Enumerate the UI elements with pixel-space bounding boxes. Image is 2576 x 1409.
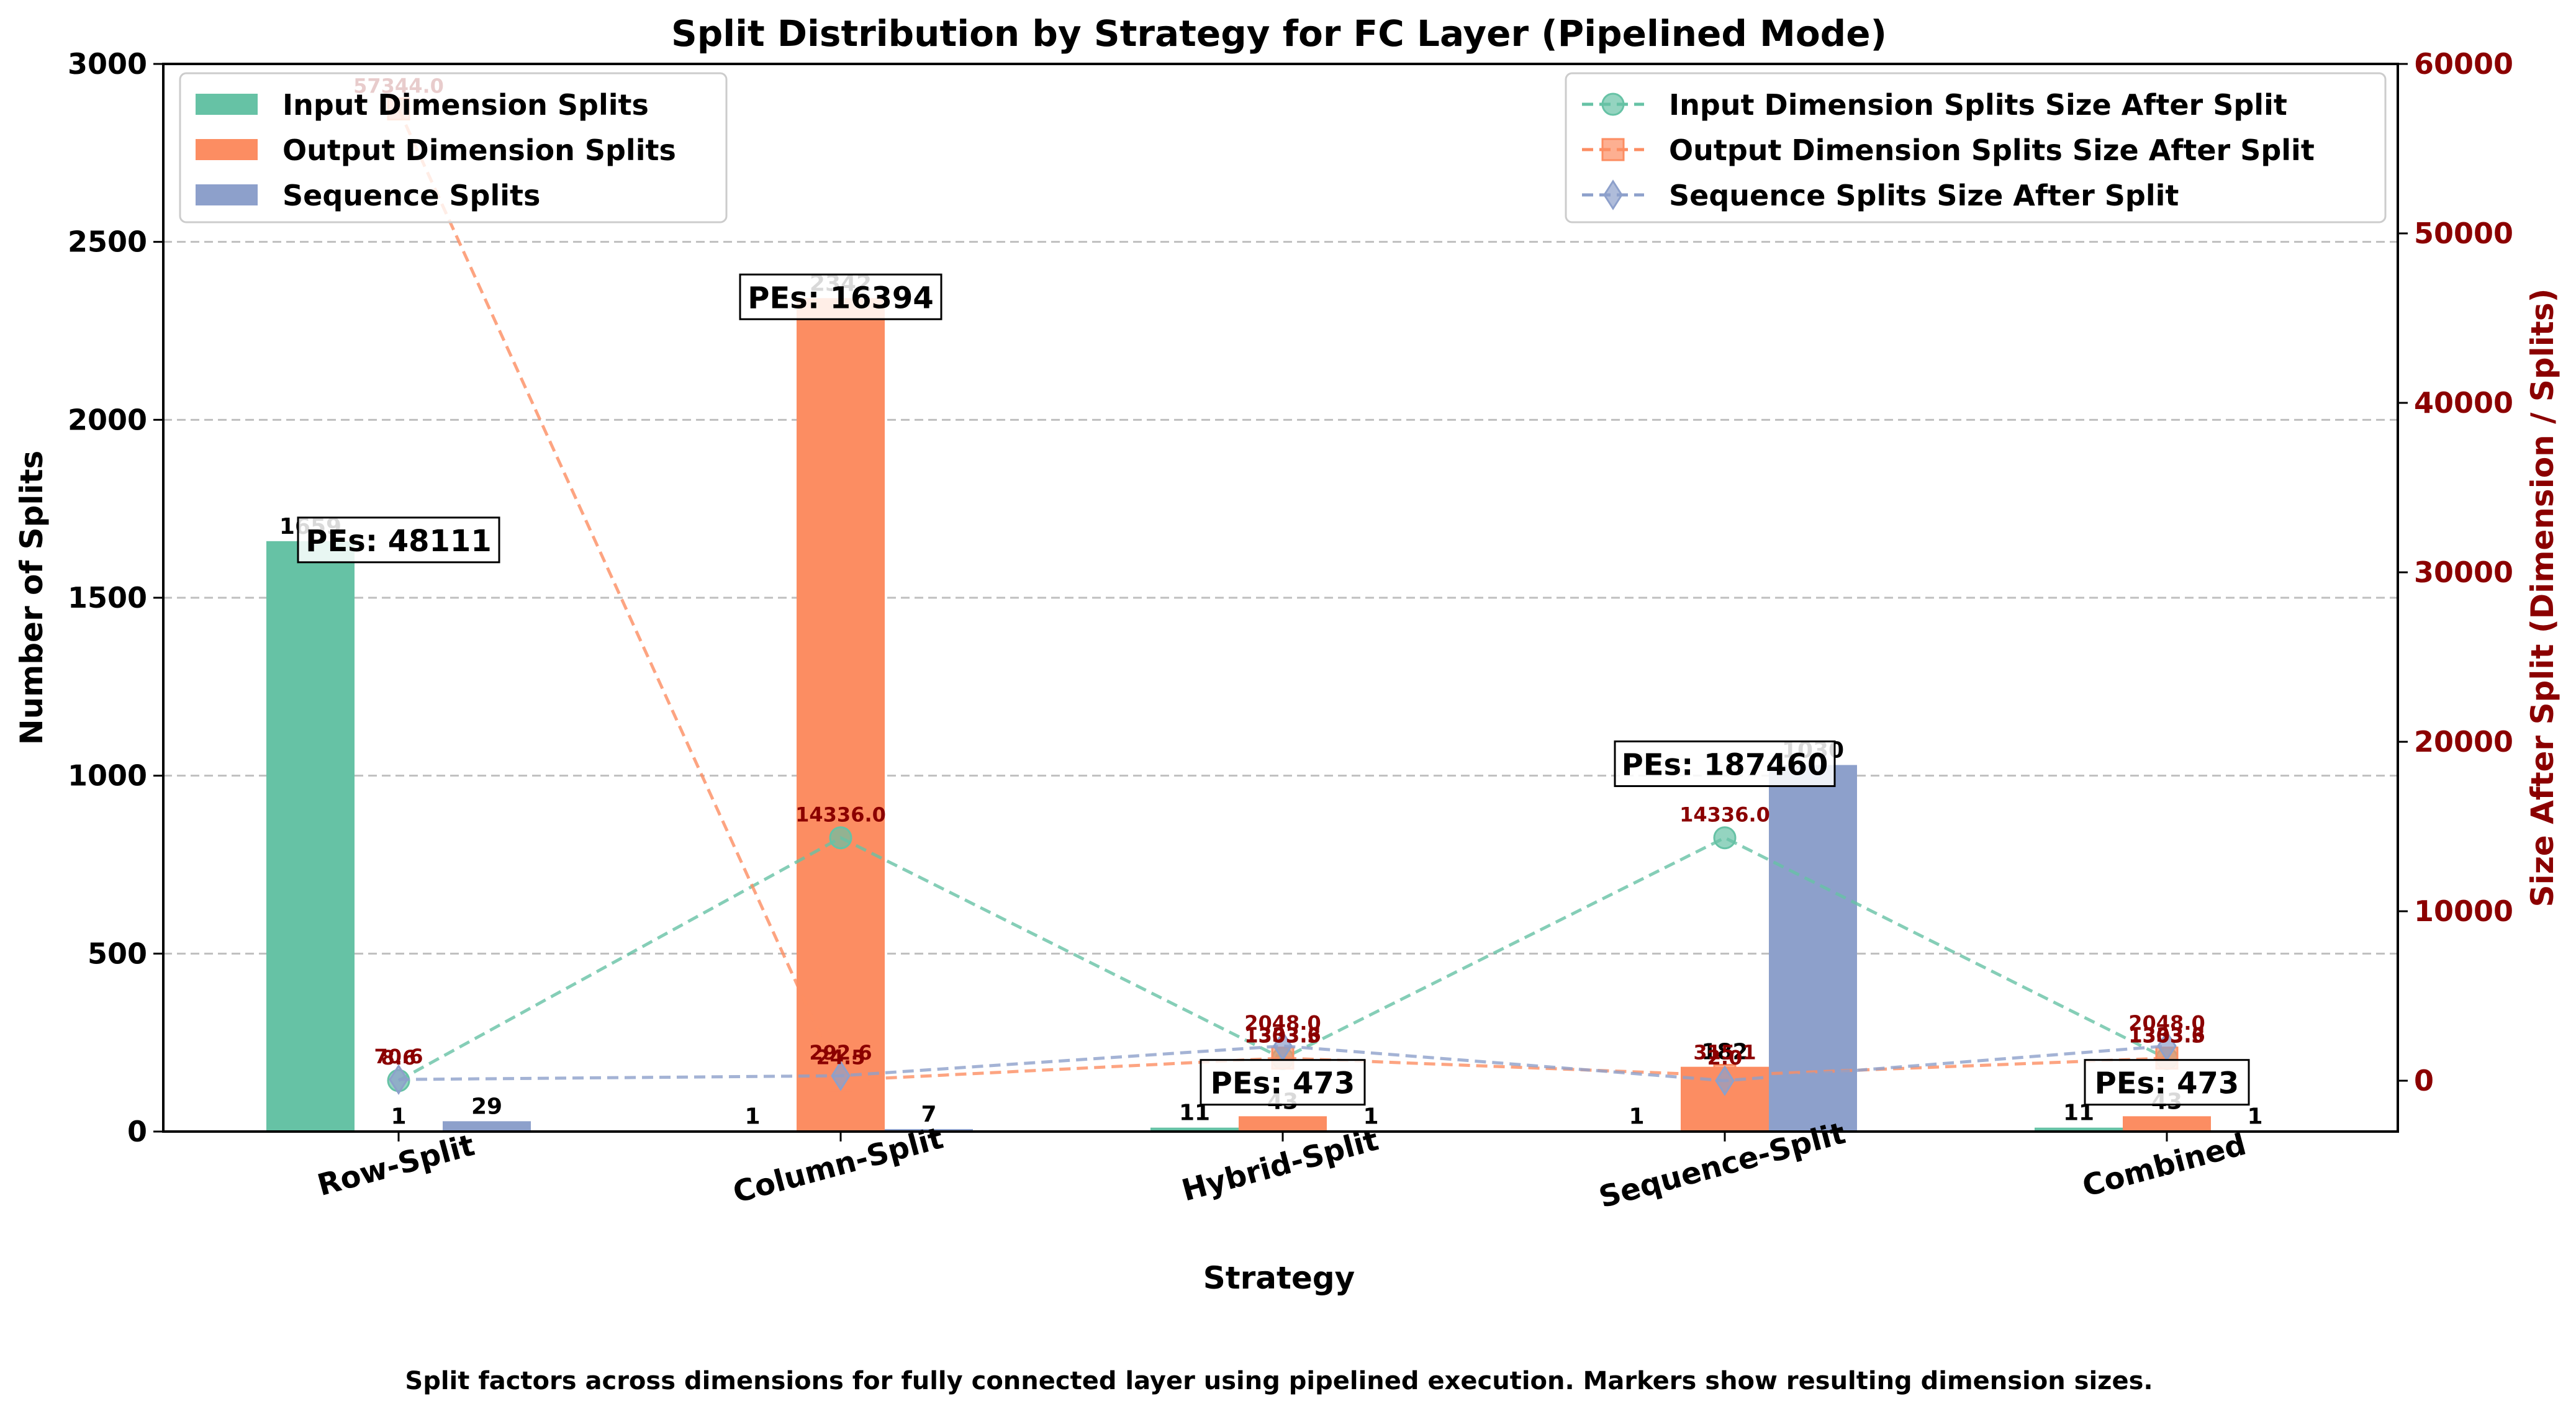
y-tick-label: 0 (127, 1115, 147, 1148)
bar (266, 541, 355, 1132)
size-lines (387, 97, 2179, 1096)
y-axis-left: 0 500 1000 1500 2000 2500 3000 (68, 47, 163, 1148)
y-tick-label: 3000 (68, 47, 147, 81)
y2-tick-label: 30000 (2414, 556, 2513, 589)
y2-tick-label: 20000 (2414, 725, 2513, 759)
bar-value-label: 1 (1629, 1104, 1644, 1129)
legend-bars: Input Dimension Splits Output Dimension S… (179, 72, 728, 223)
legend-label: Output Dimension Splits (282, 133, 676, 167)
bar-value-label: 7 (921, 1102, 936, 1127)
size-value-label: 14336.0 (795, 803, 886, 827)
x-tick-label: Combined (2079, 1127, 2249, 1204)
size-marker (831, 1060, 851, 1091)
pe-label: PEs: 187460 (1622, 747, 1828, 782)
bar (1150, 1127, 1239, 1132)
y-tick-label: 2000 (68, 403, 147, 436)
bar (797, 298, 885, 1132)
legend-label: Sequence Splits (282, 179, 540, 212)
legend-frame (179, 72, 728, 223)
pe-box (739, 273, 942, 320)
legend-frame (1565, 72, 2387, 223)
size-marker (389, 1064, 409, 1095)
y2-tick-label: 10000 (2414, 894, 2513, 928)
y-axis-label: Number of Splits (14, 451, 50, 745)
bar (1769, 765, 1857, 1132)
size-value-label: 1333.6 (1244, 1024, 1321, 1047)
size-value-label: 315.1 (1693, 1040, 1756, 1064)
size-marker (1715, 1065, 1735, 1096)
legend-label: Input Dimension Splits (282, 88, 649, 122)
y-tick-label: 1000 (68, 759, 147, 793)
y-tick-label: 500 (88, 937, 147, 970)
size-marker (1601, 92, 1625, 116)
size-marker (1603, 179, 1623, 210)
legend-swatch (196, 139, 258, 160)
size-marker (1601, 138, 1625, 161)
pe-box (297, 516, 500, 564)
grid-lines (163, 63, 2398, 1133)
bar-value-label: 29 (471, 1094, 502, 1119)
y2-tick-label: 0 (2414, 1064, 2434, 1097)
legend-label: Input Dimension Splits Size After Split (1669, 88, 2287, 122)
size-value-label: 8.6 (381, 1046, 417, 1069)
pe-label: PEs: 48111 (305, 524, 491, 559)
pe-label: PEs: 473 (1211, 1066, 1355, 1101)
x-tick-label: Row-Split (314, 1128, 479, 1203)
size-marker (829, 826, 852, 850)
y-tick-label: 2500 (68, 225, 147, 259)
bar (2035, 1127, 2123, 1132)
size-value-label: 292.6 (809, 1041, 872, 1065)
pe-box (1614, 740, 1836, 787)
pe-label: PEs: 16394 (748, 281, 933, 315)
bars (266, 298, 2299, 1132)
bar (443, 1121, 531, 1132)
bar-value-label: 1 (391, 1104, 406, 1129)
caption: Split factors across dimensions for full… (405, 1367, 2153, 1395)
legend-swatch (196, 94, 258, 115)
size-value-label: 2048.0 (2128, 1011, 2205, 1035)
x-tick-label: Column-Split (730, 1121, 947, 1210)
y-axis-right: 0 10000 20000 30000 40000 50000 60000 (2398, 47, 2513, 1097)
bar (1239, 1116, 1327, 1132)
y2-tick-label: 40000 (2414, 386, 2513, 420)
bar-value-labels: 1659111111123424318243297110301 (279, 271, 2263, 1129)
x-axis-label: Strategy (1203, 1260, 1355, 1296)
size-value-label: 1333.6 (2128, 1024, 2205, 1047)
chart-title: Split Distribution by Strategy for FC La… (671, 12, 1887, 55)
size-marker (1713, 826, 1737, 850)
pe-annotations: PEs: 48111 PEs: 16394 PEs: 473 PEs: 187460 P… (297, 273, 2250, 1106)
legend-sizes: Input Dimension Splits Size After Split O… (1565, 72, 2387, 223)
pe-box (2084, 1059, 2250, 1106)
size-value-label: 70.6 (374, 1045, 423, 1068)
legend-label: Sequence Splits Size After Split (1669, 179, 2179, 212)
x-tick-label: Hybrid-Split (1178, 1122, 1382, 1208)
size-value-label: 2048.0 (1244, 1011, 1321, 1035)
size-value-label: 1303.3 (2128, 1024, 2205, 1048)
bar-value-label: 182 (1701, 1040, 1748, 1065)
size-value-label: 14336.0 (1679, 803, 1770, 827)
y2-axis-label: Size After Split (Dimension / Splits) (2524, 289, 2560, 907)
y2-tick-label: 50000 (2414, 217, 2513, 250)
size-value-label: 1303.3 (1244, 1024, 1321, 1048)
bar-value-label: 1 (2247, 1104, 2262, 1129)
y-tick-label: 1500 (68, 581, 147, 614)
bar (2123, 1116, 2211, 1132)
y2-tick-label: 60000 (2414, 47, 2513, 81)
legend-label: Output Dimension Splits Size After Split (1669, 133, 2315, 167)
legend-swatch (196, 184, 258, 205)
bar-value-label: 1 (744, 1104, 760, 1129)
bar-value-label: 1 (1363, 1104, 1378, 1129)
size-value-label: 24.5 (816, 1045, 865, 1069)
pe-box (1200, 1059, 1366, 1106)
size-value-label: 2.0 (1707, 1046, 1743, 1069)
bar (885, 1128, 973, 1132)
pe-label: PEs: 473 (2095, 1066, 2239, 1101)
size-value-labels: 8.614336.01303.314336.01303.357344.024.5… (353, 74, 2205, 1070)
